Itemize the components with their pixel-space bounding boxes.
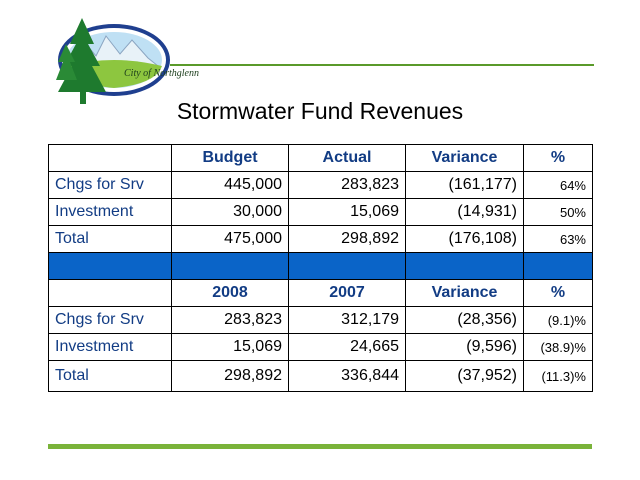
header-budget: Budget <box>171 144 289 172</box>
header-cell <box>48 279 172 307</box>
variance-cell: (161,177) <box>405 171 524 199</box>
budget-cell: 445,000 <box>171 171 289 199</box>
separator-cell <box>523 252 593 280</box>
row-label: Investment <box>48 198 172 226</box>
top-rule <box>170 64 594 66</box>
variance-cell: (14,931) <box>405 198 524 226</box>
header-variance: Variance <box>405 279 524 307</box>
percent-cell: 63% <box>523 225 593 253</box>
budget-cell: 30,000 <box>171 198 289 226</box>
header-actual: Actual <box>288 144 406 172</box>
row-label: Total <box>48 360 172 392</box>
table-row: Investment 30,000 15,069 (14,931) 50% <box>48 198 593 226</box>
header-2008: 2008 <box>171 279 289 307</box>
header-variance: Variance <box>405 144 524 172</box>
actual-cell: 15,069 <box>288 198 406 226</box>
row-label: Chgs for Srv <box>48 171 172 199</box>
header-2007: 2007 <box>288 279 406 307</box>
table-row: Total 475,000 298,892 (176,108) 63% <box>48 225 593 253</box>
page-title: Stormwater Fund Revenues <box>176 98 464 124</box>
percent-cell: (9.1)% <box>523 306 593 334</box>
percent-cell: 64% <box>523 171 593 199</box>
row-label: Total <box>48 225 172 253</box>
separator-cell <box>171 252 289 280</box>
year-2007-cell: 24,665 <box>288 333 406 361</box>
variance-cell: (28,356) <box>405 306 524 334</box>
actual-cell: 283,823 <box>288 171 406 199</box>
percent-cell: (11.3)% <box>523 360 593 392</box>
budget-cell: 475,000 <box>171 225 289 253</box>
northglenn-logo-icon <box>56 18 170 104</box>
separator-cell <box>288 252 406 280</box>
header-percent: % <box>523 144 593 172</box>
table-row: Chgs for Srv 445,000 283,823 (161,177) 6… <box>48 171 593 199</box>
year-2007-cell: 312,179 <box>288 306 406 334</box>
city-logo: City of Northglenn <box>44 14 199 112</box>
separator-cell <box>48 252 172 280</box>
year-2007-cell: 336,844 <box>288 360 406 392</box>
table-row: Chgs for Srv 283,823 312,179 (28,356) (9… <box>48 306 593 334</box>
header-cell <box>48 144 172 172</box>
table-row: Investment 15,069 24,665 (9,596) (38.9)% <box>48 333 593 361</box>
separator-row <box>48 252 593 280</box>
variance-cell: (37,952) <box>405 360 524 392</box>
variance-cell: (9,596) <box>405 333 524 361</box>
year-2008-cell: 283,823 <box>171 306 289 334</box>
row-label: Investment <box>48 333 172 361</box>
actual-cell: 298,892 <box>288 225 406 253</box>
year-2008-cell: 15,069 <box>171 333 289 361</box>
logo-text: City of Northglenn <box>124 68 199 79</box>
year-2008-cell: 298,892 <box>171 360 289 392</box>
revenue-table: Budget Actual Variance % Chgs for Srv 44… <box>48 144 593 392</box>
table-row: Total 298,892 336,844 (37,952) (11.3)% <box>48 360 593 392</box>
bottom-rule <box>48 444 592 449</box>
table-header-row: 2008 2007 Variance % <box>48 279 593 307</box>
percent-cell: 50% <box>523 198 593 226</box>
row-label: Chgs for Srv <box>48 306 172 334</box>
percent-cell: (38.9)% <box>523 333 593 361</box>
header-percent: % <box>523 279 593 307</box>
table-header-row: Budget Actual Variance % <box>48 144 593 172</box>
separator-cell <box>405 252 524 280</box>
variance-cell: (176,108) <box>405 225 524 253</box>
